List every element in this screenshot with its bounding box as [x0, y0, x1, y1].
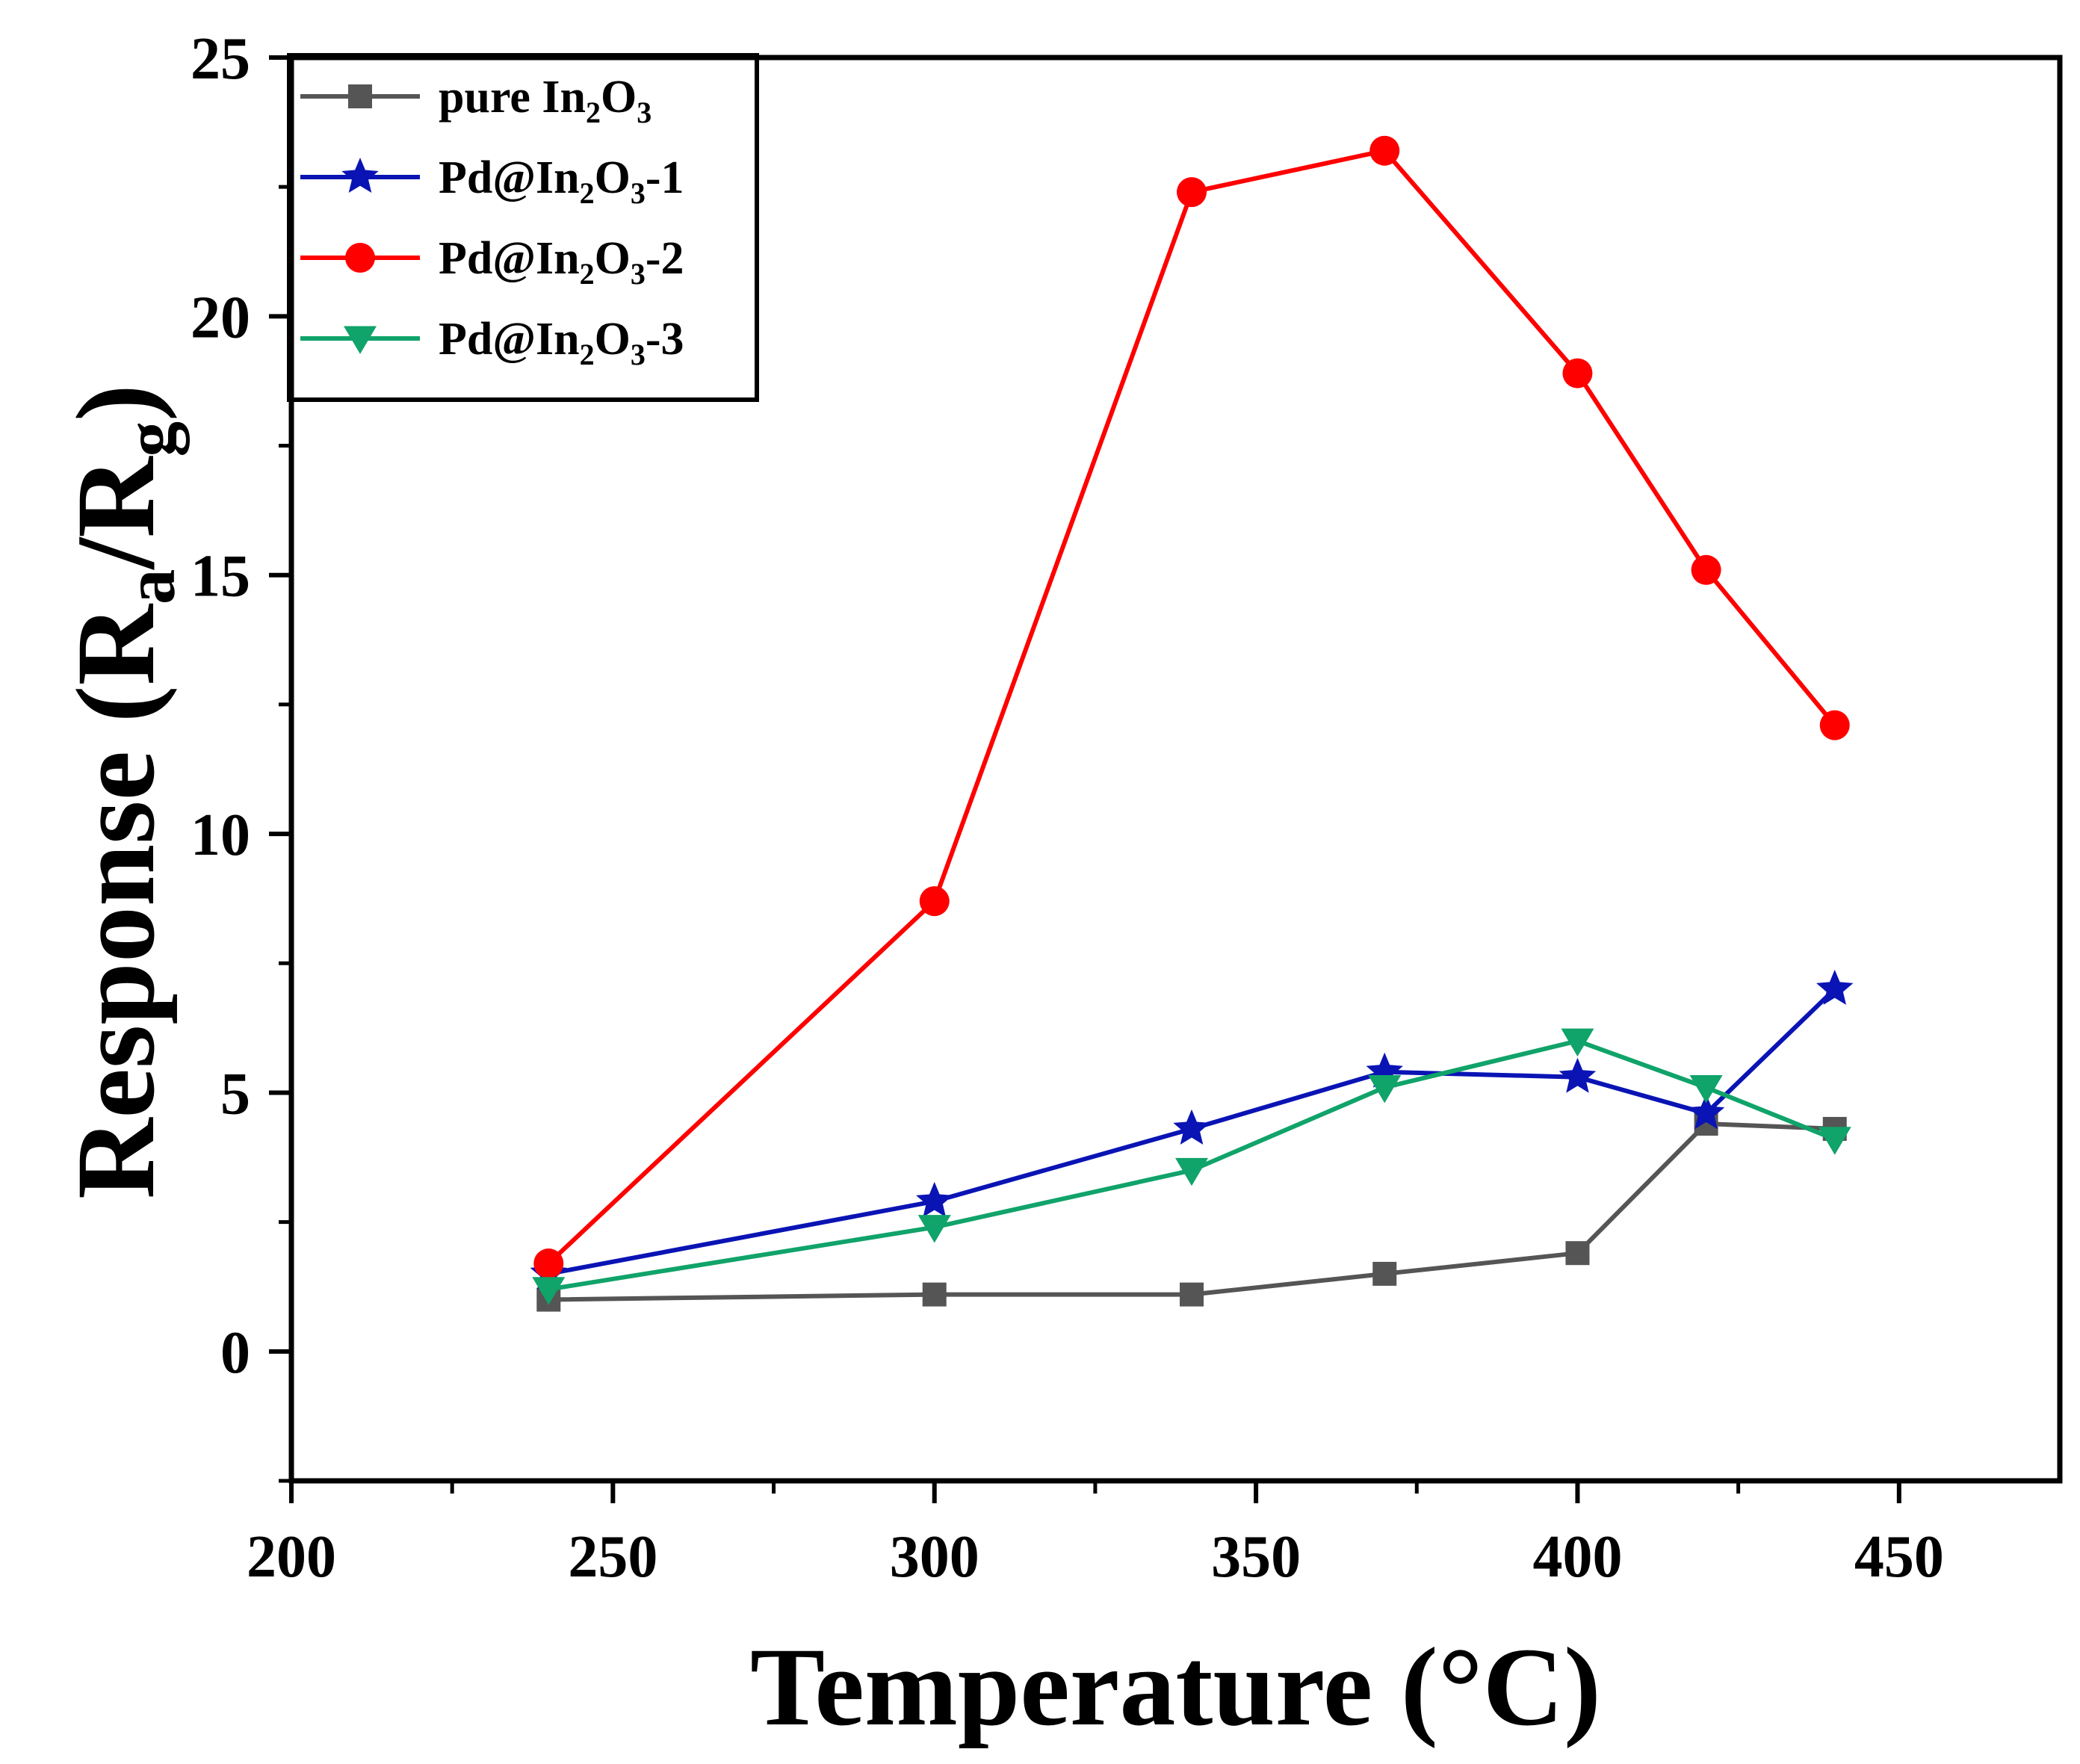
y-tick-label: 5 [220, 1061, 250, 1127]
data-point [1816, 969, 1854, 1005]
data-point [1372, 1261, 1397, 1286]
legend-label: Pd@In2O3-3 [439, 314, 684, 371]
series-pure-in2o3 [536, 1112, 1847, 1312]
series-pd-in2o3-1 [530, 969, 1854, 1290]
legend-label: Pd@In2O3-1 [439, 152, 684, 210]
data-point [1369, 135, 1400, 166]
data-point [1559, 1057, 1597, 1093]
legend-box [287, 53, 759, 402]
y-tick-label: 0 [220, 1320, 250, 1386]
y-tick-label: 20 [191, 285, 250, 350]
data-point [1818, 1127, 1851, 1155]
y-tick-label: 25 [191, 26, 250, 92]
data-point [1173, 1109, 1210, 1145]
data-point [916, 1181, 953, 1217]
x-tick-label: 300 [890, 1524, 979, 1590]
data-point [1565, 1241, 1590, 1266]
x-axis-title: Temperature (°C) [750, 1625, 1601, 1749]
x-tick-label: 400 [1532, 1524, 1622, 1590]
legend-marker [345, 243, 375, 273]
legend-item: Pd@In2O3-3 [300, 314, 684, 371]
legend-marker [344, 326, 377, 354]
x-tick-label: 250 [568, 1524, 657, 1590]
y-tick-label: 15 [191, 544, 250, 610]
data-point [1368, 1075, 1402, 1104]
data-point [919, 886, 950, 917]
data-point [1689, 1075, 1723, 1104]
x-tick-label: 350 [1211, 1524, 1301, 1590]
x-tick-label: 450 [1854, 1524, 1944, 1590]
legend-marker [348, 84, 372, 108]
y-axis-title: Response (Ra/Rg) [54, 384, 190, 1199]
y-tick-label: 10 [191, 802, 250, 868]
axis-ticks: 200 250 300 350 400 450 0 5 10 15 20 25 [191, 26, 1944, 1590]
series-layer [530, 135, 1854, 1312]
data-point [1175, 1157, 1209, 1186]
data-point [1562, 358, 1593, 389]
data-point [1691, 554, 1721, 585]
legend-item: Pd@In2O3-2 [300, 233, 684, 291]
plot-frame [288, 55, 2063, 1484]
data-point [917, 1215, 951, 1243]
legend-item: pure In2O3 [300, 72, 651, 129]
legend-marker [341, 158, 379, 193]
data-point [1687, 1094, 1725, 1130]
data-point [922, 1282, 947, 1307]
data-point [1819, 710, 1850, 740]
data-point [532, 1277, 566, 1305]
series-pd-in2o3-3 [532, 1028, 1851, 1305]
legend: pure In2O3 Pd@In2O3-1 Pd@In2O3-2 Pd@In2O3-3 [287, 53, 759, 402]
legend-label: pure In2O3 [439, 72, 651, 129]
legend-label: Pd@In2O3-2 [439, 233, 684, 291]
data-point [1177, 177, 1207, 208]
series-line [548, 1121, 1835, 1302]
x-tick-label: 200 [247, 1524, 336, 1590]
data-point [533, 1248, 564, 1279]
legend-item: Pd@In2O3-1 [300, 152, 684, 210]
series-pd-in2o3-2 [533, 135, 1850, 1279]
data-point [1180, 1282, 1204, 1307]
data-point [1561, 1028, 1594, 1057]
